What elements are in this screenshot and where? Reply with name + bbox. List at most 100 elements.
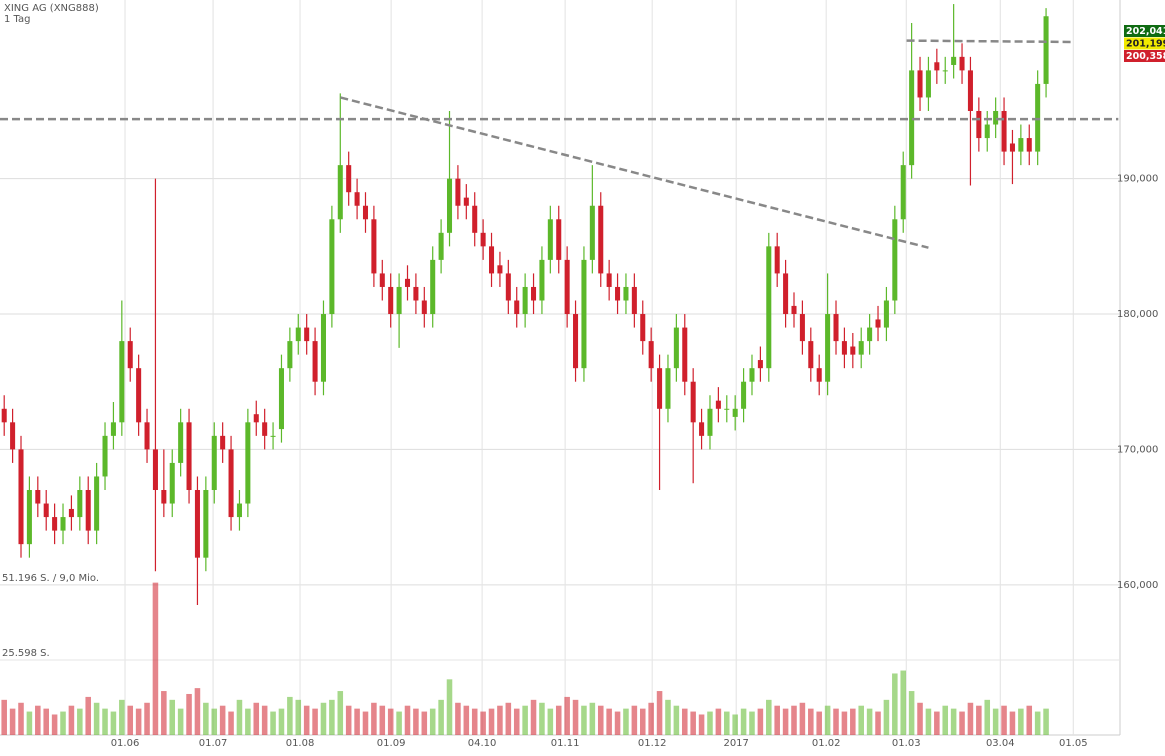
candle-body: [421, 300, 427, 315]
volume-bar: [547, 708, 554, 735]
candle-body: [825, 314, 831, 382]
candle-body: [253, 414, 259, 423]
candle-body: [581, 259, 587, 369]
candle-body: [312, 341, 318, 382]
candle-body: [531, 286, 537, 301]
volume-bar: [43, 708, 49, 735]
volume-bar: [900, 670, 906, 735]
volume-bar: [18, 702, 24, 735]
candle-body: [68, 508, 74, 518]
candle-body: [850, 346, 856, 355]
candle-body: [564, 259, 570, 315]
volume-bar: [278, 708, 285, 735]
volume-bar: [833, 708, 839, 735]
volume-bar: [329, 699, 335, 735]
candle-body: [186, 422, 192, 490]
volume-bar: [782, 708, 789, 735]
candle-body: [110, 422, 116, 436]
volume-bar: [614, 711, 621, 735]
volume-bar: [1009, 711, 1016, 735]
volume-bar: [480, 711, 486, 735]
candle-body: [623, 286, 629, 301]
volume-bar: [597, 705, 604, 735]
candle-body: [1035, 83, 1041, 152]
volume-bar: [950, 708, 957, 735]
volume-bar: [186, 693, 192, 735]
volume-bar: [866, 708, 873, 735]
volume-bar: [698, 714, 705, 735]
candle-body: [18, 449, 24, 545]
volume-bar: [463, 705, 470, 735]
candle-body: [236, 503, 242, 518]
volume-bar: [858, 705, 864, 735]
candle-body: [631, 286, 637, 315]
volume-bar: [824, 705, 831, 735]
candle-body: [136, 368, 142, 423]
volume-bar: [639, 708, 646, 735]
volume-bar: [421, 711, 428, 735]
y-tick-label: 190,000: [1117, 174, 1158, 185]
volume-bar: [387, 708, 394, 735]
candle-body: [354, 192, 360, 206]
volume-bar: [455, 702, 461, 735]
volume-bar: [749, 711, 755, 735]
candle-body: [505, 273, 511, 301]
candle-body: [152, 449, 158, 490]
volume-bar: [219, 705, 226, 735]
price-label: 202,041: [1126, 26, 1165, 37]
candle-body: [262, 422, 268, 436]
candle-body: [648, 341, 654, 369]
chart-subtitle: 1 Tag: [4, 14, 30, 25]
candle-body: [606, 273, 612, 287]
volume-bar: [850, 708, 856, 735]
candle-body: [43, 503, 49, 518]
y-tick-label: 180,000: [1117, 309, 1158, 320]
price-label-box: [1124, 37, 1165, 50]
candle-body: [60, 517, 66, 531]
candle-body: [867, 327, 873, 342]
volume-bar: [1018, 708, 1024, 735]
volume-bar: [648, 702, 654, 735]
candle-body: [959, 56, 965, 71]
candle-body: [715, 400, 721, 409]
candle-body: [472, 205, 478, 233]
price-label-box: [1124, 25, 1165, 37]
volume-bar: [917, 702, 923, 735]
candle-body: [497, 265, 503, 274]
volume-bar: [724, 711, 730, 735]
candle-body: [690, 381, 696, 423]
x-tick-label: 04.10: [468, 738, 497, 749]
volume-bar: [295, 699, 302, 735]
volume-bar: [253, 702, 260, 735]
volume-bar: [791, 705, 797, 735]
candle-body: [707, 408, 713, 436]
candle-body: [438, 232, 444, 260]
volume-bar: [228, 711, 234, 735]
candle-body: [699, 422, 705, 436]
x-tick-label: 01.09: [377, 738, 406, 749]
candle-body: [430, 259, 436, 315]
volume-bar: [841, 711, 848, 735]
volume-bar: [51, 714, 58, 735]
trend-line: [906, 39, 1073, 44]
volume-bar: [119, 699, 125, 735]
candle-body: [228, 449, 234, 518]
volume-bar: [623, 708, 629, 735]
volume-bar: [68, 705, 75, 735]
candle-body: [245, 422, 251, 504]
candle-body: [10, 422, 16, 450]
candle-body: [480, 232, 486, 247]
volume-bar: [177, 708, 184, 735]
volume-bar: [631, 705, 638, 735]
candle-body: [934, 62, 940, 71]
volume-bar: [530, 699, 537, 735]
volume-bar: [707, 711, 713, 735]
candle-body: [329, 219, 335, 315]
candle-body: [799, 314, 805, 342]
volume-bar: [102, 708, 108, 735]
volume-bar: [505, 702, 512, 735]
candle-body: [833, 314, 839, 342]
x-tick-label: 01.12: [638, 738, 667, 749]
grid: [0, 0, 1121, 736]
